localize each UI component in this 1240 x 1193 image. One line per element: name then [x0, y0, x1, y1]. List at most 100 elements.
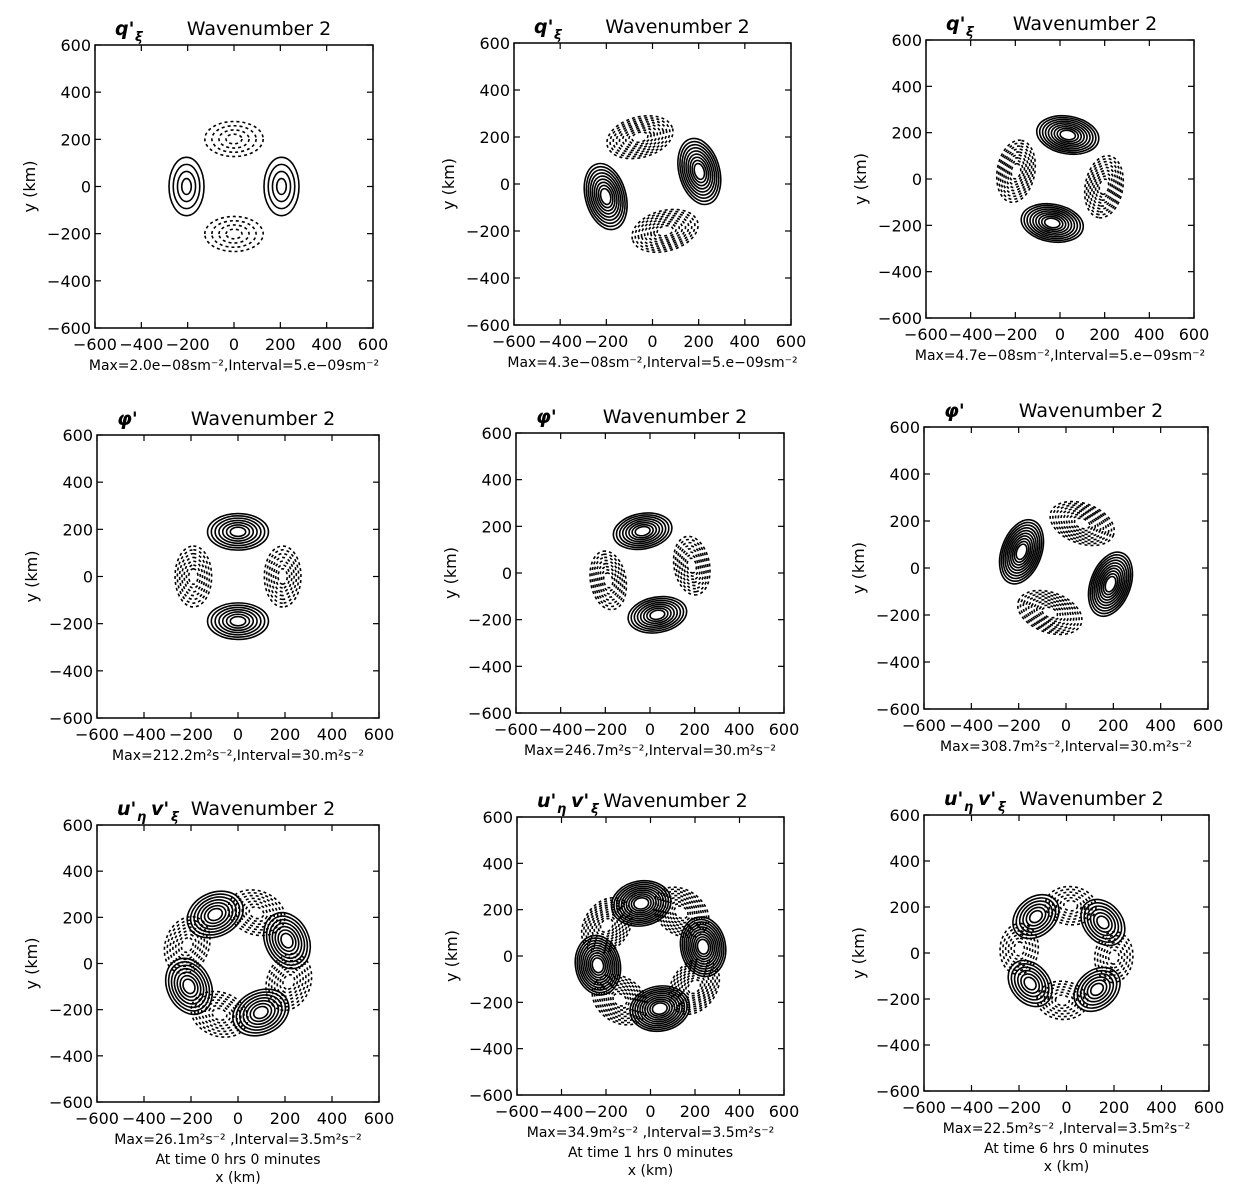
positive-contour: [180, 177, 193, 196]
negative-contour: [1054, 994, 1071, 1007]
positive-contour: [242, 997, 280, 1028]
negative-contour: [591, 908, 623, 943]
max-interval-caption: Max=34.9m²s⁻² ,Interval=3.5m²s⁻²: [527, 1125, 774, 1141]
x-tick-label: 400: [1145, 716, 1176, 735]
y-tick-label: 0: [81, 178, 91, 197]
negative-contour: [599, 917, 614, 934]
y-tick-label: 200: [62, 908, 93, 927]
negative-contour: [580, 896, 633, 954]
panel-r2c3: −600 −400 −200 0 200 400 600−600−400−200020040…: [849, 400, 1223, 755]
negative-contour: [666, 898, 696, 926]
positive-contour: [677, 137, 722, 206]
y-tick-label: −200: [468, 611, 512, 630]
y-tick-label: 200: [481, 517, 512, 536]
y-tick-label: 600: [62, 816, 93, 835]
negative-contour: [204, 120, 264, 158]
negative-contour: [1041, 606, 1059, 619]
x-tick-label: 0: [645, 1102, 655, 1121]
negative-contour: [1073, 517, 1091, 530]
panel-title: Wavenumber 2: [603, 790, 747, 812]
positive-contour: [687, 926, 719, 968]
panel-r3c3: −600 −400 −200 0 200 400 600−600−400−200020040…: [849, 788, 1224, 1137]
y-axis-label: y (km): [439, 158, 458, 210]
x-tick-label: −400: [122, 1109, 166, 1128]
y-tick-label: 200: [891, 124, 922, 143]
panel-r2c1: −600 −400 −200 0 200 400 600−600−400−200020040…: [22, 408, 394, 764]
positive-contour: [1040, 215, 1064, 231]
y-tick-label: −400: [466, 269, 510, 288]
negative-contour: [1083, 154, 1125, 219]
negative-contour: [676, 967, 712, 1006]
x-tick-label: −400: [538, 332, 582, 351]
y-tick-label: 600: [62, 426, 93, 445]
positive-contour: [636, 601, 679, 628]
positive-contour: [210, 604, 266, 638]
y-tick-label: 400: [479, 81, 510, 100]
y-tick-label: −400: [49, 1047, 93, 1066]
x-tick-label: 200: [680, 1102, 711, 1121]
plot-frame: [96, 824, 380, 1103]
positive-contour: [176, 170, 197, 203]
positive-contour: [597, 184, 614, 209]
positive-contour: [631, 523, 654, 539]
positive-contour: [277, 929, 297, 953]
negative-contour: [1038, 604, 1061, 621]
positive-contour: [998, 518, 1045, 585]
positive-contour: [1020, 202, 1085, 244]
positive-contour: [239, 994, 283, 1031]
positive-contour: [265, 915, 309, 966]
negative-contour: [1071, 515, 1094, 532]
x-tick-label: 0: [647, 332, 657, 351]
positive-contour: [591, 175, 620, 218]
panel-title: Wavenumber 2: [603, 406, 747, 428]
y-tick-label: 0: [503, 947, 513, 966]
y-tick-label: 200: [889, 512, 920, 531]
y-tick-label: 400: [481, 471, 512, 490]
positive-contour: [271, 170, 292, 203]
negative-contour: [1098, 178, 1110, 196]
x-tick-label: 0: [233, 1109, 243, 1128]
positive-contour: [214, 517, 262, 547]
y-tick-label: 400: [62, 862, 93, 881]
positive-contour: [1037, 213, 1067, 233]
positive-contour: [595, 181, 616, 212]
negative-contour: [185, 564, 202, 589]
negative-contour: [668, 958, 721, 1016]
negative-contour: [589, 906, 625, 945]
negative-contour: [218, 224, 250, 244]
x-tick-label: 200: [683, 332, 714, 351]
negative-contour: [272, 560, 293, 593]
negative-contour: [1050, 991, 1074, 1010]
field-symbol: u': [944, 788, 963, 810]
positive-contour: [1029, 208, 1076, 238]
x-tick-label: −400: [539, 720, 583, 739]
negative-contour: [997, 142, 1035, 201]
y-tick-label: −600: [47, 319, 91, 338]
negative-contour: [211, 1007, 228, 1021]
plot-frame: [923, 814, 1210, 1092]
positive-contour: [621, 518, 664, 545]
y-tick-label: 0: [910, 944, 920, 963]
negative-contour: [1025, 595, 1075, 630]
positive-contour: [1007, 959, 1053, 1008]
negative-contour: [1091, 166, 1117, 207]
positive-contour: [1012, 893, 1060, 940]
positive-contour: [203, 904, 227, 925]
max-interval-caption: Max=212.2m²s⁻²,Interval=30.m²s⁻²: [112, 748, 364, 764]
positive-contour: [627, 595, 688, 634]
negative-contour: [652, 886, 710, 939]
y-axis-label: y (km): [20, 161, 39, 213]
field-symbol: q': [115, 18, 134, 40]
x-tick-label: −600: [902, 716, 946, 735]
negative-contour: [248, 906, 265, 920]
negative-contour: [673, 905, 689, 920]
negative-contour: [1049, 500, 1116, 547]
field-subscript: η: [557, 802, 566, 817]
positive-contour: [583, 162, 628, 231]
contours-r2c3: [998, 500, 1134, 636]
time-label: At time 0 hrs 0 minutes: [155, 1152, 320, 1168]
negative-contour: [606, 114, 674, 160]
positive-contour: [1038, 116, 1097, 154]
negative-contour: [602, 572, 614, 589]
positive-contour: [593, 178, 618, 215]
